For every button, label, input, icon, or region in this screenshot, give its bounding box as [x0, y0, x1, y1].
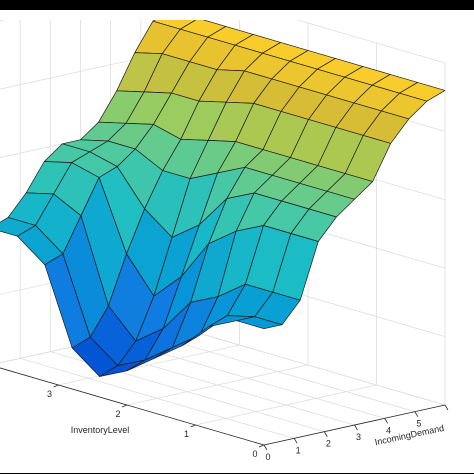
gridline [58, 344, 240, 386]
axis-labels: 0 1 2 3 4 5 0 1 2 3 IncomingDemand InventoryLevel [47, 389, 445, 462]
x-tick-label: 3 [356, 432, 361, 442]
y-tick [258, 444, 265, 448]
y-axis-line [0, 367, 265, 446]
surface-plot[interactable]: 0 1 2 3 4 5 0 1 2 3 IncomingDemand InventoryLevel [0, 20, 474, 473]
gridline [0, 20, 6, 22]
y-tick-label: 1 [184, 429, 189, 439]
y-tick [53, 384, 59, 388]
x-tick [323, 431, 328, 437]
surface-patch [236, 316, 283, 330]
x-tick [263, 444, 268, 451]
gridline [0, 367, 265, 446]
x-tick-label: 2 [326, 439, 331, 449]
y-tick [190, 424, 196, 428]
x-tick [293, 438, 298, 444]
surface-mesh [0, 20, 446, 377]
x-tick [414, 411, 419, 417]
plot-area: 0 1 2 3 4 5 0 1 2 3 IncomingDemand InventoryLevel [0, 20, 474, 473]
x-tick-label: 5 [416, 419, 421, 429]
x-tick [354, 424, 358, 431]
y-tick [121, 404, 128, 408]
y-tick-label: 2 [115, 409, 120, 419]
x-tick [444, 404, 449, 411]
x-tick-label: 1 [296, 445, 301, 455]
x-tick [384, 418, 389, 424]
y-tick-label: 0 [252, 449, 257, 459]
x-axis-title: IncomingDemand [374, 423, 445, 447]
x-tick-label: 0 [265, 452, 270, 462]
y-tick-label: 3 [47, 389, 52, 399]
gridline [195, 384, 377, 426]
x-tick-label: 4 [386, 425, 391, 435]
y-axis-title: InventoryLevel [71, 425, 130, 435]
gridline [126, 364, 309, 406]
